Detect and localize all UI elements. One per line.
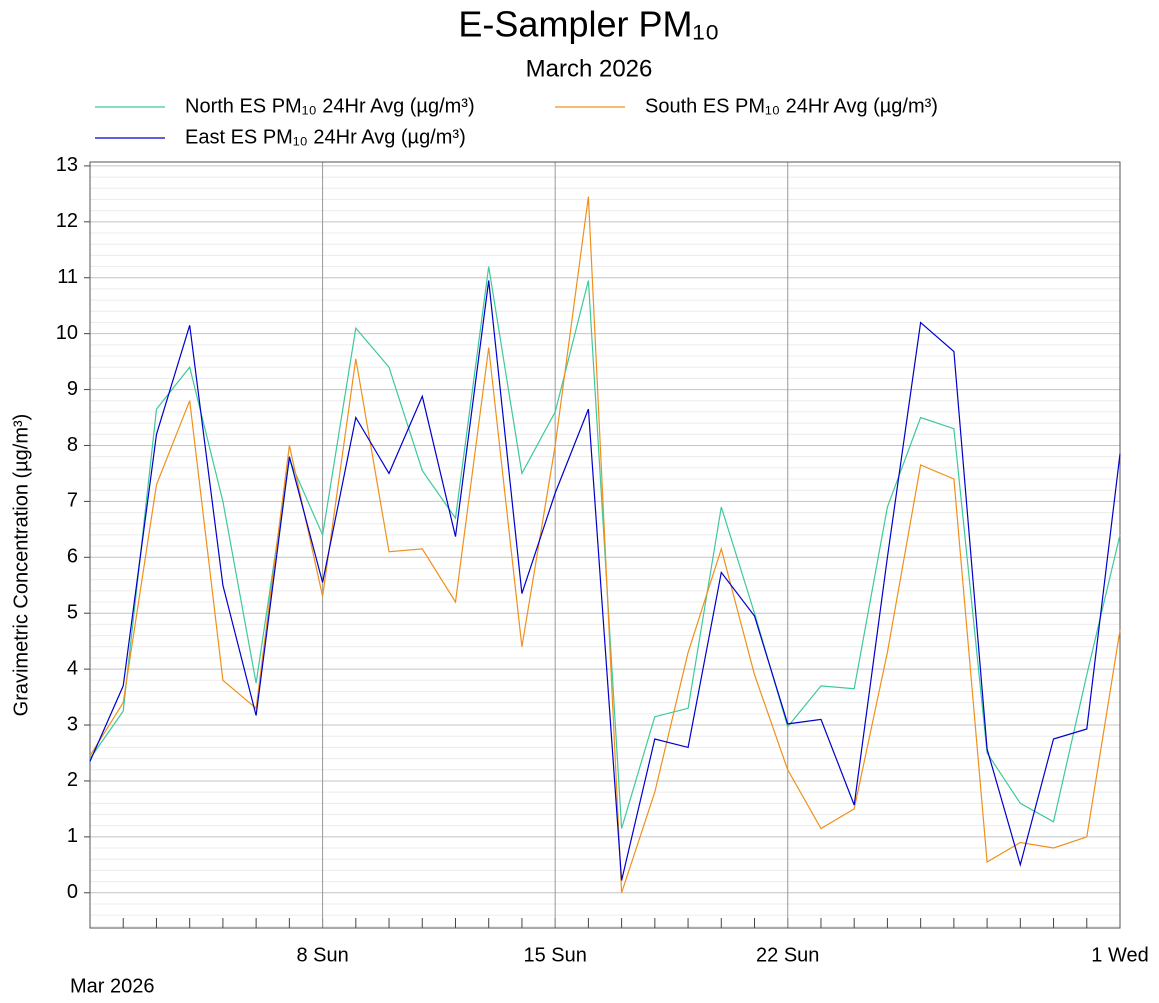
y-tick-label: 0 — [67, 881, 78, 903]
y-tick-label: 5 — [67, 601, 78, 623]
y-tick-label: 2 — [67, 769, 78, 791]
x-tick-label: 8 Sun — [296, 944, 348, 966]
y-tick-label: 6 — [67, 546, 78, 568]
plot-frame — [89, 161, 1121, 929]
x-tick-label: 22 Sun — [756, 944, 819, 966]
x-tick-label: 1 Wed — [1091, 944, 1148, 966]
chart-subtitle: March 2026 — [526, 55, 653, 82]
chart-title: E-Sampler PM₁₀ — [458, 4, 719, 45]
y-tick-label: 7 — [67, 490, 78, 512]
x-period-label: Mar 2026 — [70, 975, 155, 997]
y-tick-label: 13 — [56, 154, 78, 176]
x-tick-label: 15 Sun — [523, 944, 586, 966]
y-tick-label: 9 — [67, 378, 78, 400]
legend-label: South ES PM₁₀ 24Hr Avg (µg/m³) — [645, 95, 938, 117]
y-tick-label: 1 — [67, 825, 78, 847]
series-line — [89, 196, 1121, 893]
legend-label: East ES PM₁₀ 24Hr Avg (µg/m³) — [185, 126, 466, 148]
y-axis-label: Gravimetric Concentration (µg/m³) — [10, 414, 32, 717]
y-tick-label: 12 — [56, 210, 78, 232]
series-line — [89, 280, 1121, 881]
y-tick-label: 3 — [67, 713, 78, 735]
legend-label: North ES PM₁₀ 24Hr Avg (µg/m³) — [185, 95, 475, 117]
y-tick-label: 11 — [57, 266, 78, 288]
y-tick-label: 10 — [56, 322, 78, 344]
y-tick-label: 4 — [67, 657, 78, 679]
y-tick-label: 8 — [67, 434, 78, 456]
